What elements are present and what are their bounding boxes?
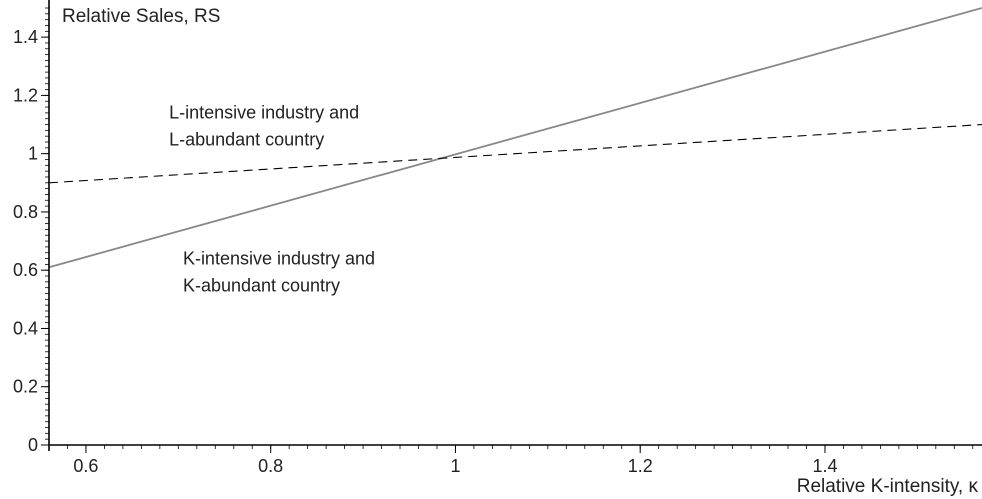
y-tick-label: 0.6 <box>13 260 38 280</box>
annotations: L-intensive industry and L-abundant count… <box>169 103 375 296</box>
y-tick-label: 0.8 <box>13 202 38 222</box>
series-layer <box>48 7 982 269</box>
x-tick-label: 0.6 <box>73 456 98 476</box>
minor-ticks <box>45 7 974 449</box>
y-tick-label: 1.2 <box>13 85 38 105</box>
annotation-label: K-intensive industry and K-abundant count… <box>183 248 375 295</box>
y-tick-label: 1.4 <box>13 27 38 47</box>
x-tick-label: 1 <box>450 456 460 476</box>
annotation-line: K-intensive industry and <box>183 248 375 268</box>
annotation-line: K-abundant country <box>183 275 340 295</box>
x-tick-label: 1.2 <box>628 456 653 476</box>
solid-series-line <box>48 7 982 269</box>
x-tick-label: 0.8 <box>258 456 283 476</box>
annotation-line: L-intensive industry and <box>169 103 359 123</box>
y-tick-label: 0.4 <box>13 318 38 338</box>
y-tick-label: 1 <box>28 144 38 164</box>
annotation-line: L-abundant country <box>169 130 324 150</box>
tick-labels: 0.6 0.8 1 1.2 1.4 0 0.2 0.4 0.6 0.8 1 1.2 1.4 <box>13 27 838 476</box>
y-tick-label: 0.2 <box>13 377 38 397</box>
annotation-label: L-intensive industry and L-abundant count… <box>169 103 359 150</box>
y-axis-title: Relative Sales, RS <box>62 6 220 27</box>
major-ticks <box>41 36 826 453</box>
y-tick-label: 0 <box>28 435 38 455</box>
x-tick-label: 1.4 <box>812 456 837 476</box>
x-axis-title: Relative K-intensity, κ <box>797 476 979 497</box>
dashed-series-line <box>48 123 982 184</box>
